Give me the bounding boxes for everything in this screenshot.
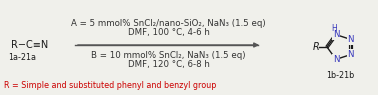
Text: DMF, 120 °C, 6-8 h: DMF, 120 °C, 6-8 h xyxy=(127,59,209,68)
Text: N: N xyxy=(347,35,354,44)
Text: A = 5 mmol% SnCl₂/nano-SiO₂, NaN₃ (1.5 eq): A = 5 mmol% SnCl₂/nano-SiO₂, NaN₃ (1.5 e… xyxy=(71,19,266,27)
Text: N: N xyxy=(333,30,339,39)
Text: R−C≡N: R−C≡N xyxy=(11,40,49,50)
Text: 1b-21b: 1b-21b xyxy=(326,70,354,80)
Text: N: N xyxy=(333,55,339,64)
Text: 1a-21a: 1a-21a xyxy=(8,53,36,61)
Text: H: H xyxy=(331,24,337,33)
Text: N: N xyxy=(347,50,354,59)
Text: B = 10 mmol% SnCl₂, NaN₃ (1.5 eq): B = 10 mmol% SnCl₂, NaN₃ (1.5 eq) xyxy=(91,51,246,59)
Text: R: R xyxy=(313,42,319,52)
Text: DMF, 100 °C, 4-6 h: DMF, 100 °C, 4-6 h xyxy=(127,27,209,36)
Text: R = Simple and substituted phenyl and benzyl group: R = Simple and substituted phenyl and be… xyxy=(4,82,216,91)
